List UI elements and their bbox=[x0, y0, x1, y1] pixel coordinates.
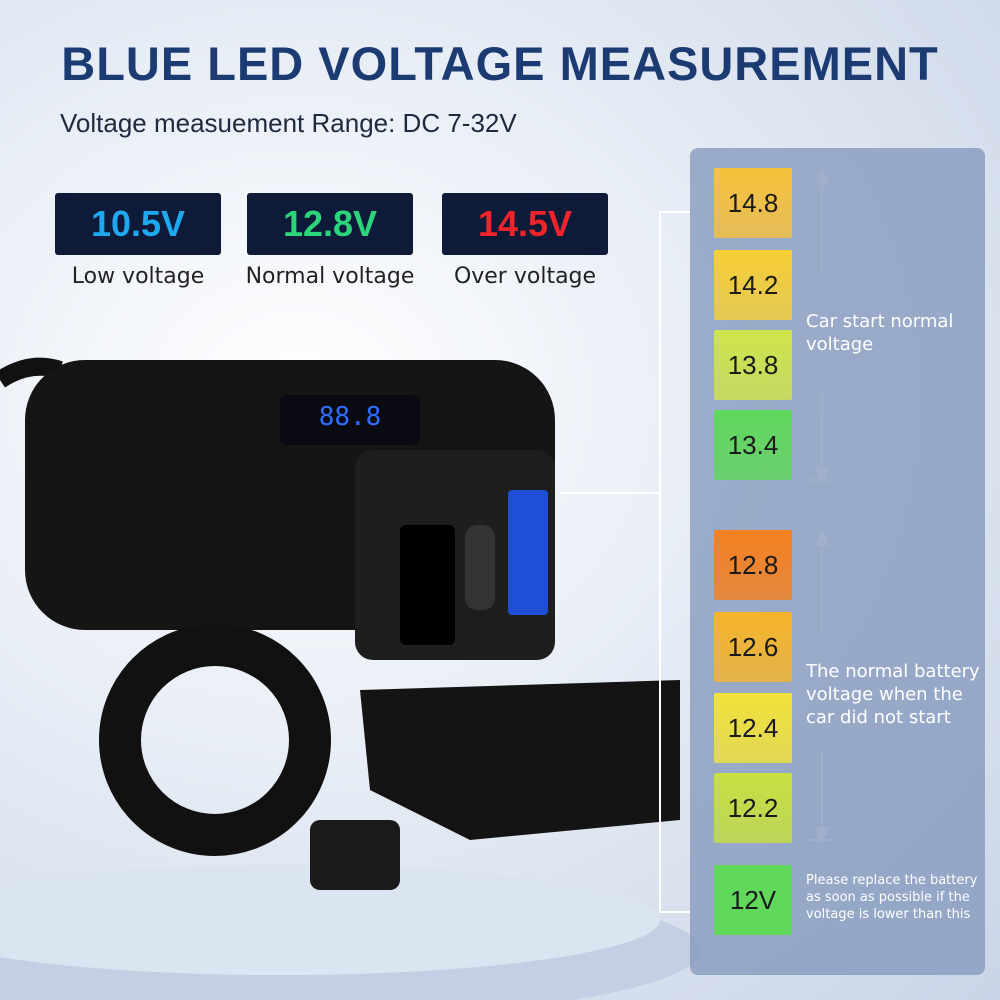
display-label: Over voltage bbox=[453, 264, 597, 289]
voltage-level: 12.4 bbox=[714, 693, 792, 763]
voltage-level: 12.6 bbox=[714, 612, 792, 682]
group-note: Car start normal voltage bbox=[806, 311, 954, 355]
display-reading: 10.5V bbox=[55, 193, 221, 255]
svg-text:88.8: 88.8 bbox=[319, 402, 382, 432]
voltage-level: 12.2 bbox=[714, 773, 792, 843]
title: BLUE LED VOLTAGE MEASUREMENT bbox=[61, 37, 939, 90]
display-label: Low voltage bbox=[71, 264, 205, 289]
warning-note: Please replace the battery as soon as po… bbox=[806, 873, 978, 922]
voltage-level: 13.8 bbox=[714, 330, 792, 400]
voltage-level: 14.2 bbox=[714, 250, 792, 320]
display-reading: 12.8V bbox=[247, 193, 413, 255]
voltage-level: 14.8 bbox=[714, 168, 792, 238]
voltage-level: 13.4 bbox=[714, 410, 792, 480]
voltage-level: 12V bbox=[714, 865, 792, 935]
voltage-level: 12.8 bbox=[714, 530, 792, 600]
display-label: Normal voltage bbox=[245, 264, 415, 289]
display-reading: 14.5V bbox=[442, 193, 608, 255]
subtitle: Voltage measuement Range: DC 7-32V bbox=[60, 108, 517, 138]
group-note: The normal battery voltage when the car … bbox=[806, 661, 980, 728]
